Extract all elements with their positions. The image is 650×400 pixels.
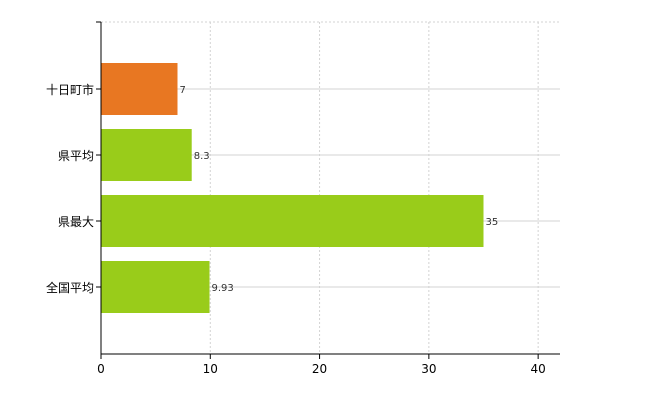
x-tick-label: 40 [531,362,546,376]
x-tick-label: 0 [97,362,105,376]
data-label: 8.3 [194,151,210,162]
data-label: 35 [486,217,499,228]
y-tick-label: 県最大 [58,215,94,229]
y-tick-label: 全国平均 [46,280,94,295]
bar [101,261,210,313]
bar [101,195,484,247]
y-tick-label: 十日町市 [46,82,94,97]
axis-layer [96,21,560,359]
bar [101,129,192,181]
bar-layer [101,63,484,313]
bar [101,63,178,115]
x-tick-label: 20 [312,362,327,376]
x-tick-label: 30 [421,362,436,376]
data-label: 9.93 [212,283,234,294]
y-tick-label: 県平均 [58,149,94,163]
x-tick-label: 10 [203,362,218,376]
data-label: 7 [180,85,186,96]
